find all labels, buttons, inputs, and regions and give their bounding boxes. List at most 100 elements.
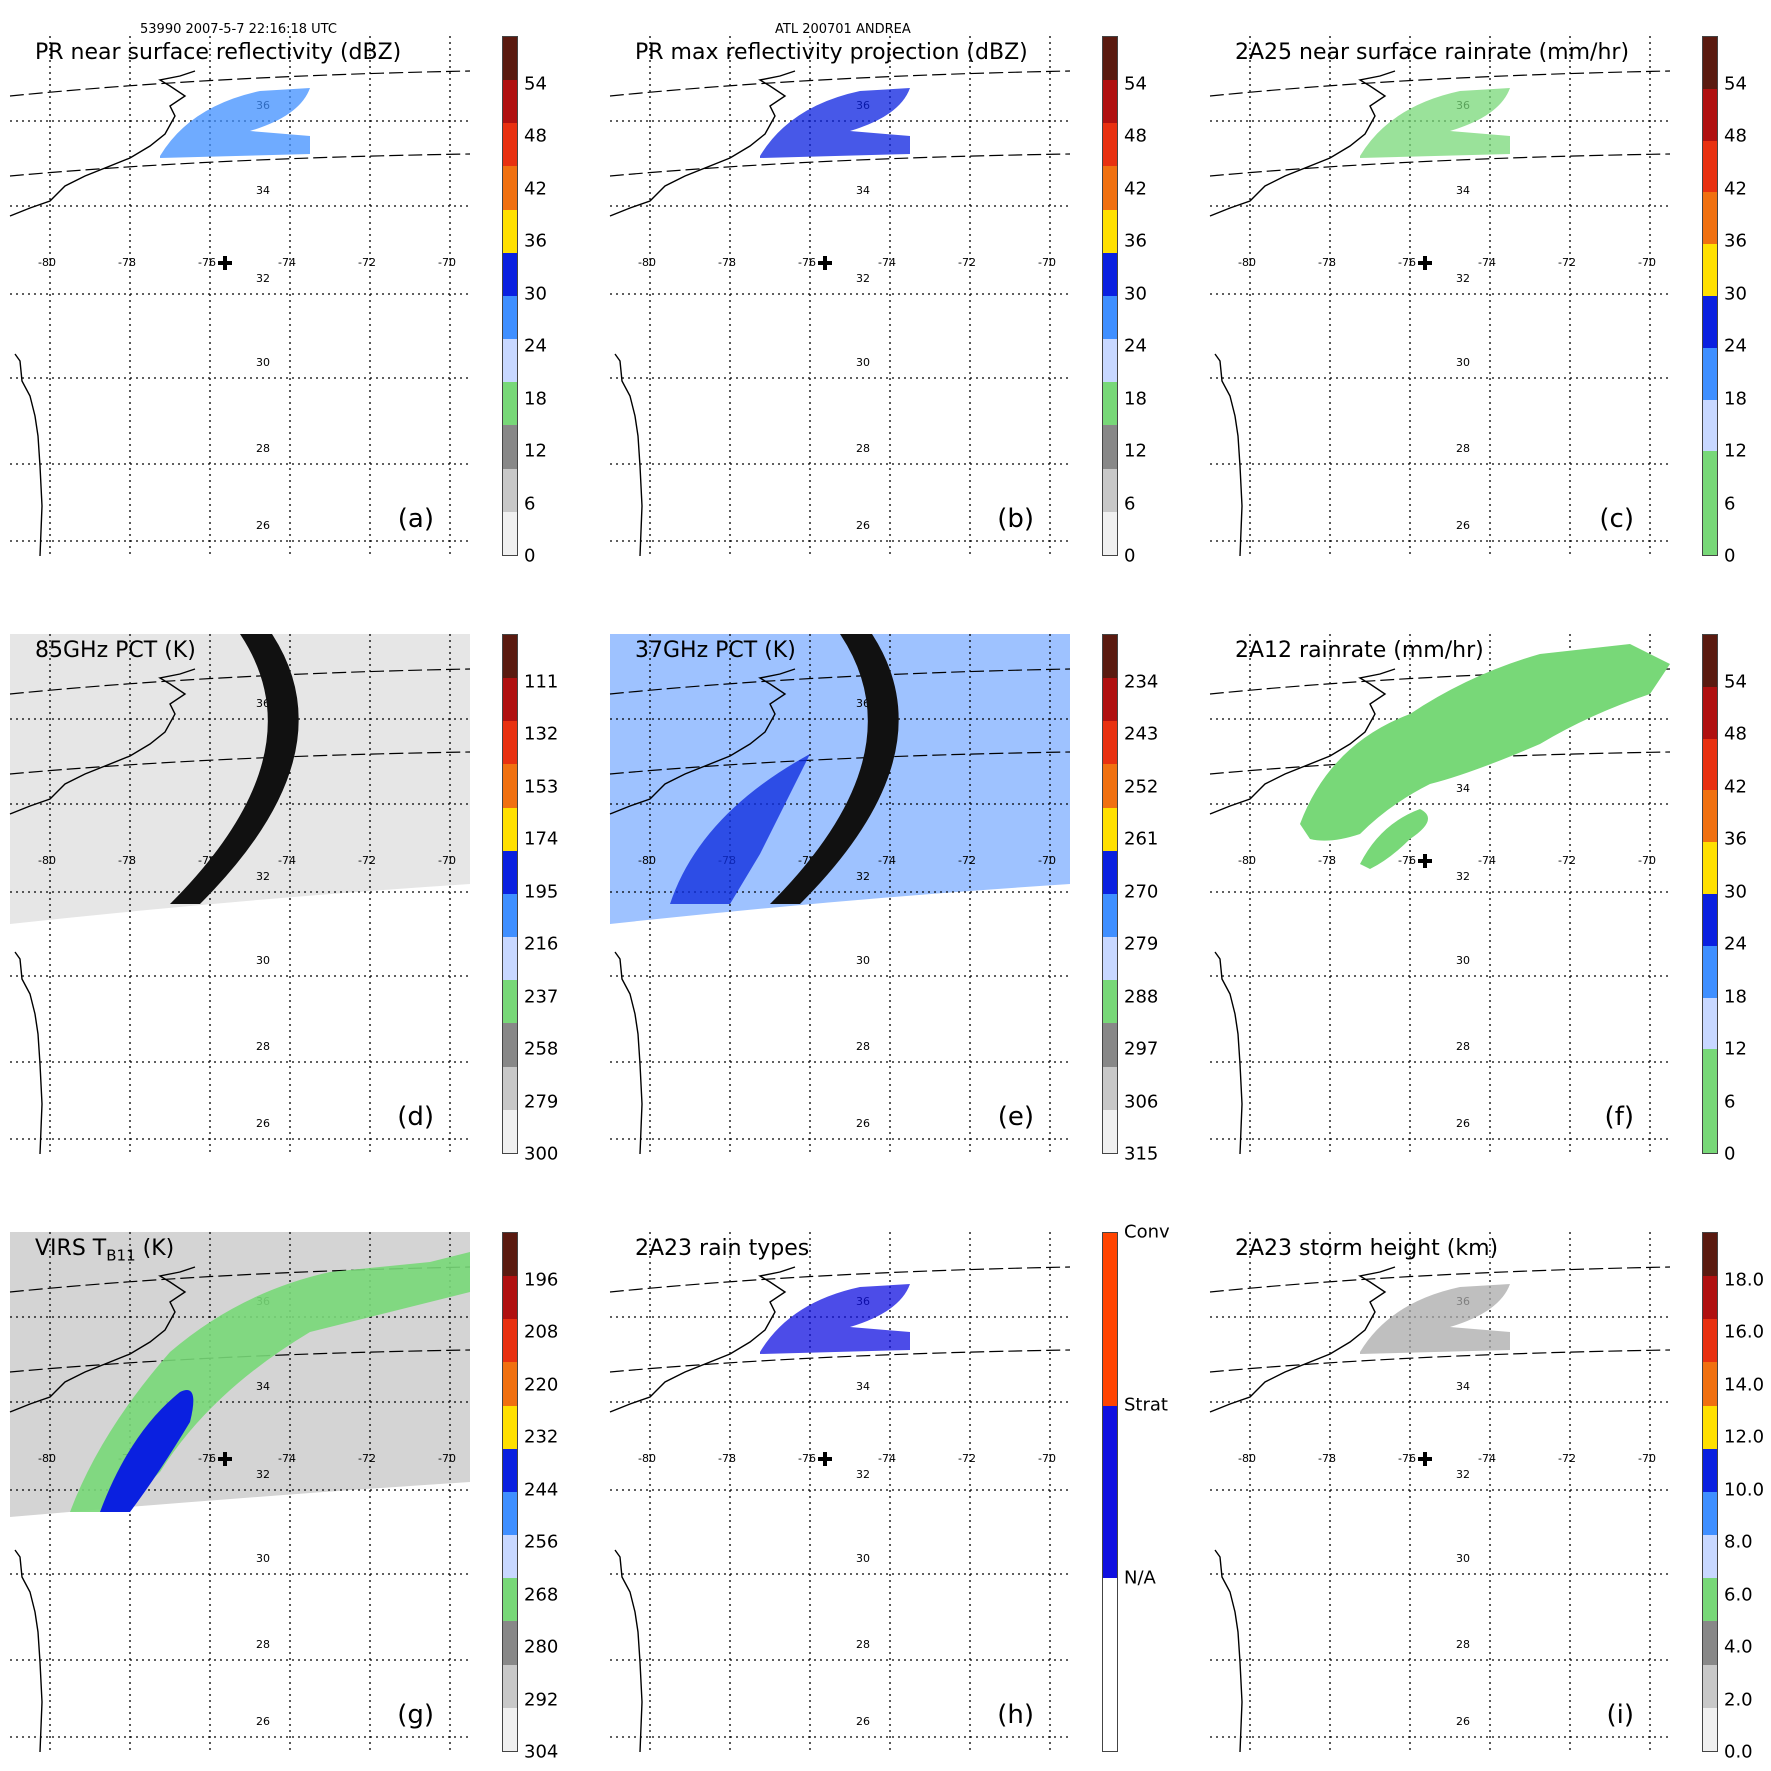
panel-title-text: 2A25 near surface rainrate (mm/hr) — [1235, 40, 1630, 65]
lon-label: -72 — [358, 854, 376, 867]
colorbar-ticks: 234 243 252 261 270 279 288 297 306 315 — [1124, 634, 1184, 1165]
lon-label: -78 — [118, 854, 136, 867]
lat-label: 28 — [1456, 1638, 1470, 1651]
colorbar-segment — [503, 893, 517, 938]
colorbar-segment — [1103, 252, 1117, 296]
precipitation-area — [160, 88, 310, 158]
colorbar-tick-label: 304 — [524, 1741, 559, 1763]
colorbar-segment — [503, 339, 517, 383]
panel-title: 2A12 rainrate (mm/hr) — [1235, 638, 1484, 663]
colorbar-segment — [1103, 1066, 1117, 1110]
coastline — [9, 1266, 196, 1413]
panel-title: 2A23 rain types — [635, 1236, 809, 1261]
lat-label: 34 — [1456, 184, 1470, 197]
colorbar-segment — [503, 382, 517, 426]
colorbar-tick-label: 268 — [524, 1584, 559, 1606]
swath-edge-north — [1209, 70, 1671, 97]
colorbar-tick-label: 300 — [524, 1143, 559, 1165]
colorbar-tick-label: 24 — [524, 335, 547, 357]
colorbar — [1702, 1232, 1718, 1752]
lon-label: -80 — [1238, 854, 1256, 867]
lon-label: -76 — [198, 1452, 216, 1465]
precipitation-area — [1360, 1284, 1510, 1354]
colorbar-segment — [1703, 1448, 1717, 1492]
colorbar-tick-label: 12 — [1124, 440, 1147, 462]
colorbar-segment — [503, 1362, 517, 1406]
lon-label: -80 — [38, 854, 56, 867]
lat-label: 28 — [256, 1638, 270, 1651]
swath-edge-north — [609, 70, 1071, 97]
lon-label: -74 — [278, 854, 296, 867]
lat-label: 32 — [856, 870, 870, 883]
colorbar-tick-label: 16.0 — [1724, 1321, 1765, 1343]
lon-label: -78 — [1318, 1452, 1336, 1465]
scattering-area — [670, 754, 810, 904]
colorbar-segment — [1103, 37, 1117, 81]
colorbar-tick-label: 6.0 — [1724, 1584, 1753, 1606]
colorbar-segment — [1703, 399, 1717, 452]
colorbar-segment — [503, 1621, 517, 1665]
storm-center-marker — [818, 1452, 832, 1466]
colorbar-segment — [503, 1448, 517, 1492]
precipitation-band — [1360, 809, 1428, 869]
colorbar-segment — [1703, 1233, 1717, 1277]
colorbar-ticks: 18.0 16.0 14.0 12.0 10.0 8.0 6.0 4.0 2.0 0.0 — [1724, 1232, 1771, 1763]
colorbar-tick-label: 292 — [524, 1689, 559, 1711]
coastline-south — [614, 353, 643, 557]
colorbar-segment — [1703, 1276, 1717, 1320]
colorbar-tick-label: 270 — [1124, 881, 1159, 903]
lat-label: 26 — [856, 1715, 870, 1728]
colorbar-segment — [1703, 244, 1717, 296]
map-canvas: -80-78-76-74-72-70363432302826 — [9, 634, 471, 1155]
colorbar-segment — [503, 1578, 517, 1622]
lat-label: 34 — [256, 184, 270, 197]
lat-label: 30 — [856, 954, 870, 967]
lat-label: 30 — [1456, 954, 1470, 967]
storm-center-marker — [1418, 854, 1432, 868]
colorbar-segment — [1103, 339, 1117, 383]
colorbar-segment — [1103, 209, 1117, 253]
panel-title-text: 37GHz PCT (K) — [635, 638, 796, 663]
colorbar-tick-label: 111 — [524, 671, 559, 693]
swath-edge-south — [609, 1349, 1071, 1373]
colorbar-segment — [1703, 347, 1717, 400]
panel-i: 2A23 storm height (km) -80 -78 -76 -74 -72 -70… — [1209, 1232, 1764, 1763]
colorbar-tick-label: 18 — [524, 388, 547, 410]
lat-label: 26 — [856, 519, 870, 532]
colorbar-segment — [1703, 192, 1717, 245]
coastline — [1209, 1266, 1396, 1413]
colorbar-segment — [1703, 1319, 1717, 1363]
colorbar-segment — [1703, 1664, 1717, 1708]
panel-letter: (a) — [397, 504, 434, 534]
colorbar-segment — [503, 80, 517, 124]
lon-label: -70 — [1638, 256, 1656, 269]
colorbar-ticks: 196 208 220 232 244 256 268 280 292 304 — [524, 1232, 584, 1763]
colorbar-segment — [1703, 790, 1717, 843]
lat-label: 34 — [256, 1380, 270, 1393]
colorbar-segment — [1103, 468, 1117, 512]
colorbar-tick-label: N/A — [1124, 1567, 1156, 1589]
colorbar-ticks: 54 48 42 36 30 24 18 12 6 0 — [1724, 634, 1771, 1165]
colorbar-tick-label: 0 — [1724, 545, 1736, 567]
panel-title: VIRS TB11 (K) — [35, 1236, 174, 1264]
lat-label: 32 — [256, 272, 270, 285]
swath-edge-north — [9, 668, 471, 695]
lon-label: -80 — [638, 256, 656, 269]
panel-letter: (i) — [1606, 1700, 1634, 1730]
precipitation-area — [1300, 644, 1670, 841]
lat-label: 28 — [856, 442, 870, 455]
colorbar-tick-label: 24 — [1724, 933, 1747, 955]
colorbar-segment — [1103, 1109, 1117, 1153]
lon-label: -74 — [278, 256, 296, 269]
colorbar-tick-label: 14.0 — [1724, 1374, 1765, 1396]
swath-edge-south — [609, 153, 1071, 177]
panel-title-text: PR near surface reflectivity (dBZ) — [35, 40, 402, 65]
colorbar-tick-label: 18 — [1724, 388, 1747, 410]
lat-label: 30 — [256, 954, 270, 967]
swath-edge-south — [1209, 1349, 1671, 1373]
colorbar — [502, 36, 518, 556]
lon-label: -76 — [798, 256, 816, 269]
colorbar-tick-label: 2.0 — [1724, 1689, 1753, 1711]
lon-label: -78 — [1318, 854, 1336, 867]
colorbar-tick-label: 6 — [1724, 493, 1736, 515]
